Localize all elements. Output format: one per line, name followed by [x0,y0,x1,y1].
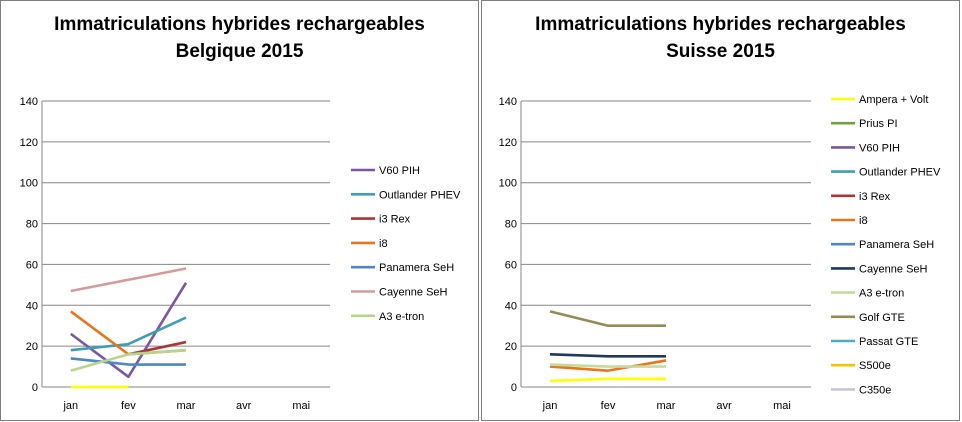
legend-label-prius-pi: Prius PI [859,118,898,130]
legend-label-outlander-phev: Outlander PHEV [379,189,461,201]
y-tick-label: 140 [499,96,517,108]
y-tick-label: 120 [20,137,38,149]
legend-label-panamera-seh: Panamera SeH [859,239,934,251]
chart-subtitle: Suisse 2015 [666,41,775,62]
x-tick-label: fev [601,400,616,412]
legend-label-v60-pih: V60 PIH [859,142,900,154]
series-line-i3-rex [128,340,187,356]
x-tick-label: mai [773,400,791,412]
legend-label-a3-e-tron: A3 e-tron [379,311,424,323]
series-line-i8 [549,359,667,372]
y-tick-label: 40 [505,300,517,312]
chart-title: Immatriculations hybrides rechargeables [54,14,425,35]
legend-label-i8: i8 [859,215,868,227]
y-tick-label: 60 [26,259,38,271]
legend-label-c350e: C350e [859,384,891,396]
y-tick-label: 100 [499,178,517,190]
y-tick-label: 40 [26,300,38,312]
chart-subtitle: Belgique 2015 [175,41,304,62]
x-tick-label: avr [236,400,252,412]
y-tick-label: 0 [32,382,38,394]
series-line-a3-e-tron [70,348,187,372]
legend-label-passat-gte: Passat GTE [859,336,918,348]
series-line-a3-e-tron [549,363,666,368]
y-tick-label: 80 [505,219,517,231]
legend-label-golf-gte: Golf GTE [859,312,905,324]
x-tick-label: mar [177,400,196,412]
x-tick-label: avr [716,400,732,412]
y-tick-label: 140 [20,96,38,108]
x-tick-label: fev [121,400,136,412]
series-line-cayenne-seh [549,353,666,358]
legend-label-cayenne-seh: Cayenne SeH [859,263,928,275]
y-tick-label: 20 [505,341,517,353]
series-line-outlander-phev [70,316,187,352]
chart-suisse: Immatriculations hybrides rechargeables … [481,0,960,421]
y-tick-label: 60 [505,259,517,271]
legend-label-a3-e-tron: A3 e-tron [859,288,904,300]
legend-label-i3-rex: i3 Rex [379,214,411,226]
legend-label-i3-rex: i3 Rex [859,191,891,203]
y-tick-label: 120 [499,137,517,149]
x-tick-label: jan [542,400,558,412]
series-line-v60-pih [70,282,188,379]
chart-plot-suisse: 0 20 40 60 80 100 120 140 jan fev mar avr mai Ampera … [499,94,941,412]
series-line-cayenne-seh [70,267,187,293]
chart-belgique: Immatriculations hybrides rechargeables … [0,0,479,421]
y-tick-label: 80 [26,219,38,231]
legend-label-v60-pih: V60 PIH [379,165,420,177]
legend-label-outlander-phev: Outlander PHEV [859,167,941,179]
legend-label-i8: i8 [379,238,388,250]
y-tick-label: 0 [511,382,517,394]
legend-label-s500e: S500e [859,360,891,372]
y-tick-label: 100 [20,178,38,190]
legend-label-panamera-seh: Panamera SeH [379,262,454,274]
series-line-panamera-seh [70,357,186,366]
x-tick-label: mar [657,400,676,412]
legend-label-cayenne-seh: Cayenne SeH [379,287,448,299]
chart-title: Immatriculations hybrides rechargeables [535,14,906,35]
legend-label-ampera-volt: Ampera + Volt [859,94,928,106]
x-tick-label: mai [292,400,310,412]
x-tick-label: jan [62,400,78,412]
y-tick-label: 20 [26,341,38,353]
series-line-golf-gte [549,310,666,328]
chart-plot-belgique: 0 20 40 60 80 100 120 140 jan fev mar avr mai V60 PIH… [20,96,461,412]
series-line-ampera-volt [549,377,666,383]
